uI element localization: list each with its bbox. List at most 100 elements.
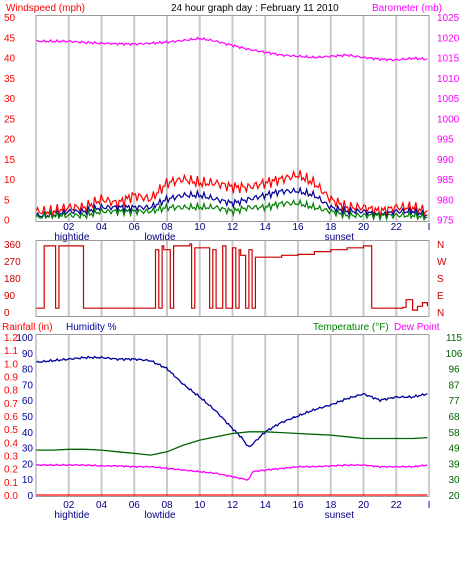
temperature-tick-label: 20: [448, 491, 460, 502]
barometer-line: [35, 36, 428, 62]
hour-tick-label: 06: [129, 222, 141, 233]
hour-tick-label: 04: [96, 500, 108, 511]
chart3-hour-ticks: 02 04 06 08 10 12 14 16 18 20 22 I: [63, 500, 430, 511]
hour-tick-label: 02: [63, 222, 75, 233]
windspeed-tick-label: 15: [4, 155, 16, 166]
temperature-tick-label: 49: [448, 444, 460, 455]
humidity-temperature-chart: Rainfall (in) Humidity % Temperature (°F…: [2, 322, 463, 521]
temperature-axis-label: Temperature (°F): [313, 322, 389, 333]
hour-tick-label: 08: [161, 500, 173, 511]
hour-tick-label: 12: [227, 500, 239, 511]
humidity-tick-label: 80: [22, 365, 34, 376]
hour-tick-label: 22: [391, 500, 403, 511]
wind-barometer-chart: Windspeed (mph) 24 hour graph day : Febr…: [4, 3, 460, 243]
windspeed-ticks: 0 5 10 15 20 25 30 35 40 45 50: [4, 13, 16, 227]
hour-tick-label: 20: [358, 222, 370, 233]
direction-degree-label: 0: [4, 308, 10, 319]
hour-tick-label: 14: [260, 500, 272, 511]
chart3-grid: [67, 335, 398, 496]
marker-label-lowtide: lowtide: [144, 232, 176, 243]
compass-label: W: [437, 257, 447, 268]
windspeed-tick-label: 10: [4, 175, 16, 186]
hour-tick-label: 04: [96, 222, 108, 233]
chart2-grid: [67, 241, 398, 316]
hour-tick-label: 16: [292, 500, 304, 511]
temperature-tick-label: 58: [448, 428, 460, 439]
rainfall-axis-label: Rainfall (in): [2, 322, 53, 333]
humidity-tick-label: 30: [22, 444, 34, 455]
temperature-tick-label: 96: [448, 365, 460, 376]
rainfall-tick-label: 0.4: [4, 438, 18, 449]
rainfall-tick-label: 0.9: [4, 373, 18, 384]
compass-label: N: [437, 308, 444, 319]
direction-degree-label: 360: [4, 240, 21, 251]
rainfall-tick-label: 0.8: [4, 386, 18, 397]
humidity-tick-label: 70: [22, 380, 34, 391]
chart3-plot-border: [35, 334, 430, 497]
chart2-series: [36, 243, 428, 311]
rainfall-tick-label: 1.0: [4, 359, 18, 370]
rainfall-ticks: 0.0 0.1 0.2 0.3 0.4 0.5 0.6 0.7 0.8 0.9 1.0 1.1 1.2: [4, 333, 18, 502]
windspeed-tick-label: 45: [4, 33, 16, 44]
barometer-tick-label: 1025: [437, 13, 460, 24]
barometer-tick-label: 1000: [437, 114, 460, 125]
marker-label-hightide: hightide: [54, 232, 89, 243]
barometer-tick-label: 990: [437, 155, 454, 166]
humidity-tick-label: 10: [22, 475, 34, 486]
windspeed-line-1: [35, 169, 428, 218]
temperature-tick-label: 39: [448, 459, 460, 470]
hour-tick-label: 08: [161, 222, 173, 233]
rainfall-tick-label: 0.1: [4, 478, 18, 489]
hour-tick-label: 14: [260, 222, 272, 233]
hour-tick-label: 18: [325, 222, 337, 233]
humidity-tick-label: 90: [22, 349, 34, 360]
windspeed-tick-label: 0: [4, 216, 10, 227]
barometer-tick-label: 985: [437, 175, 454, 186]
wind-direction-line: [36, 243, 428, 311]
windspeed-tick-label: 5: [4, 195, 10, 206]
hour-tick-label: 12: [227, 222, 239, 233]
barometer-tick-label: 1010: [437, 74, 460, 85]
series-dew-point: [35, 463, 428, 481]
rainfall-tick-label: 1.1: [4, 346, 18, 357]
series-humidity-: [35, 355, 428, 448]
hour-tick-label: I: [428, 500, 431, 511]
chart1-plot-border: [35, 15, 430, 222]
compass-label: E: [437, 291, 444, 302]
chart3-tide-sun-markers: hightide lowtide sunset: [54, 510, 354, 521]
hour-tick-label: I: [428, 222, 431, 233]
hour-tick-label: 18: [325, 500, 337, 511]
hour-tick-label: 10: [194, 222, 206, 233]
compass-label: S: [437, 274, 444, 285]
marker-label-lowtide: lowtide: [144, 510, 176, 521]
windspeed-tick-label: 40: [4, 54, 16, 65]
temperature-ticks: 20 30 39 49 58 68 77 87 96 106 115: [446, 333, 463, 502]
humidity-tick-label: 0: [27, 491, 33, 502]
rainfall-tick-label: 1.2: [4, 333, 18, 344]
chart2-plot-border: [35, 240, 430, 317]
barometer-tick-label: 1015: [437, 54, 460, 65]
windspeed-tick-label: 35: [4, 74, 16, 85]
barometer-axis-label: Barometer (mb): [372, 3, 442, 14]
rainfall-tick-label: 0.7: [4, 399, 18, 410]
windspeed-line-2: [35, 185, 428, 220]
compass-label: N: [437, 240, 444, 251]
hour-tick-label: 22: [391, 222, 403, 233]
hour-tick-label: 16: [292, 222, 304, 233]
rainfall-tick-label: 0.6: [4, 412, 18, 423]
hour-tick-label: 06: [129, 500, 141, 511]
temperature-tick-label: 30: [448, 475, 460, 486]
hour-tick-label: 10: [194, 500, 206, 511]
chart1-series: [35, 36, 428, 222]
windspeed-axis-label: Windspeed (mph): [6, 3, 85, 14]
chart1-hour-ticks: 02 04 06 08 10 12 14 16 18 20 22 I: [63, 222, 430, 233]
barometer-tick-label: 980: [437, 195, 454, 206]
dewpoint-axis-label: Dew Point: [394, 322, 440, 333]
chart3-series: [35, 355, 428, 496]
rainfall-tick-label: 0.0: [4, 491, 18, 502]
barometer-tick-label: 1020: [437, 33, 460, 44]
